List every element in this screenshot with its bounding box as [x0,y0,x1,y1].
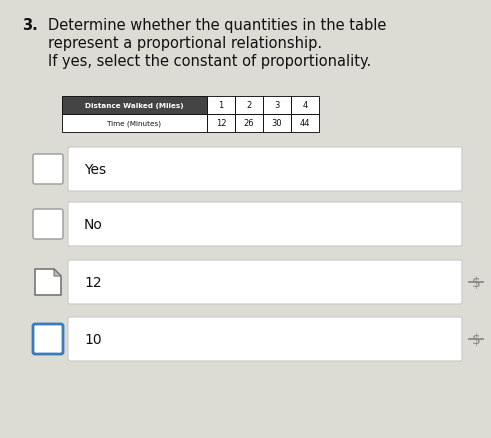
Text: 3.: 3. [22,18,38,33]
FancyBboxPatch shape [235,115,263,133]
Text: 1: 1 [218,101,223,110]
FancyBboxPatch shape [263,115,291,133]
FancyBboxPatch shape [68,317,462,361]
FancyBboxPatch shape [291,115,319,133]
Text: Distance Walked (Miles): Distance Walked (Miles) [85,103,184,109]
Text: No: No [84,218,103,231]
Text: 10: 10 [84,332,102,346]
Text: Time (Minutes): Time (Minutes) [108,120,162,127]
Polygon shape [54,269,61,276]
Text: $: $ [471,332,480,346]
FancyBboxPatch shape [207,97,235,115]
Polygon shape [35,269,61,295]
Text: 30: 30 [272,119,282,128]
Text: If yes, select the constant of proportionality.: If yes, select the constant of proportio… [48,54,371,69]
Text: 12: 12 [216,119,226,128]
FancyBboxPatch shape [33,209,63,240]
FancyBboxPatch shape [68,261,462,304]
Text: 26: 26 [244,119,254,128]
Text: 12: 12 [84,276,102,290]
FancyBboxPatch shape [62,97,207,115]
FancyBboxPatch shape [207,115,235,133]
Text: 2: 2 [246,101,251,110]
FancyBboxPatch shape [291,97,319,115]
FancyBboxPatch shape [62,115,207,133]
Text: $: $ [471,276,480,290]
Text: Yes: Yes [84,162,106,177]
FancyBboxPatch shape [235,97,263,115]
Text: Determine whether the quantities in the table: Determine whether the quantities in the … [48,18,386,33]
Text: 44: 44 [300,119,310,128]
FancyBboxPatch shape [33,324,63,354]
FancyBboxPatch shape [68,148,462,191]
FancyBboxPatch shape [68,202,462,247]
FancyBboxPatch shape [263,97,291,115]
Text: 3: 3 [274,101,280,110]
Text: 4: 4 [302,101,308,110]
FancyBboxPatch shape [33,155,63,184]
Text: represent a proportional relationship.: represent a proportional relationship. [48,36,322,51]
